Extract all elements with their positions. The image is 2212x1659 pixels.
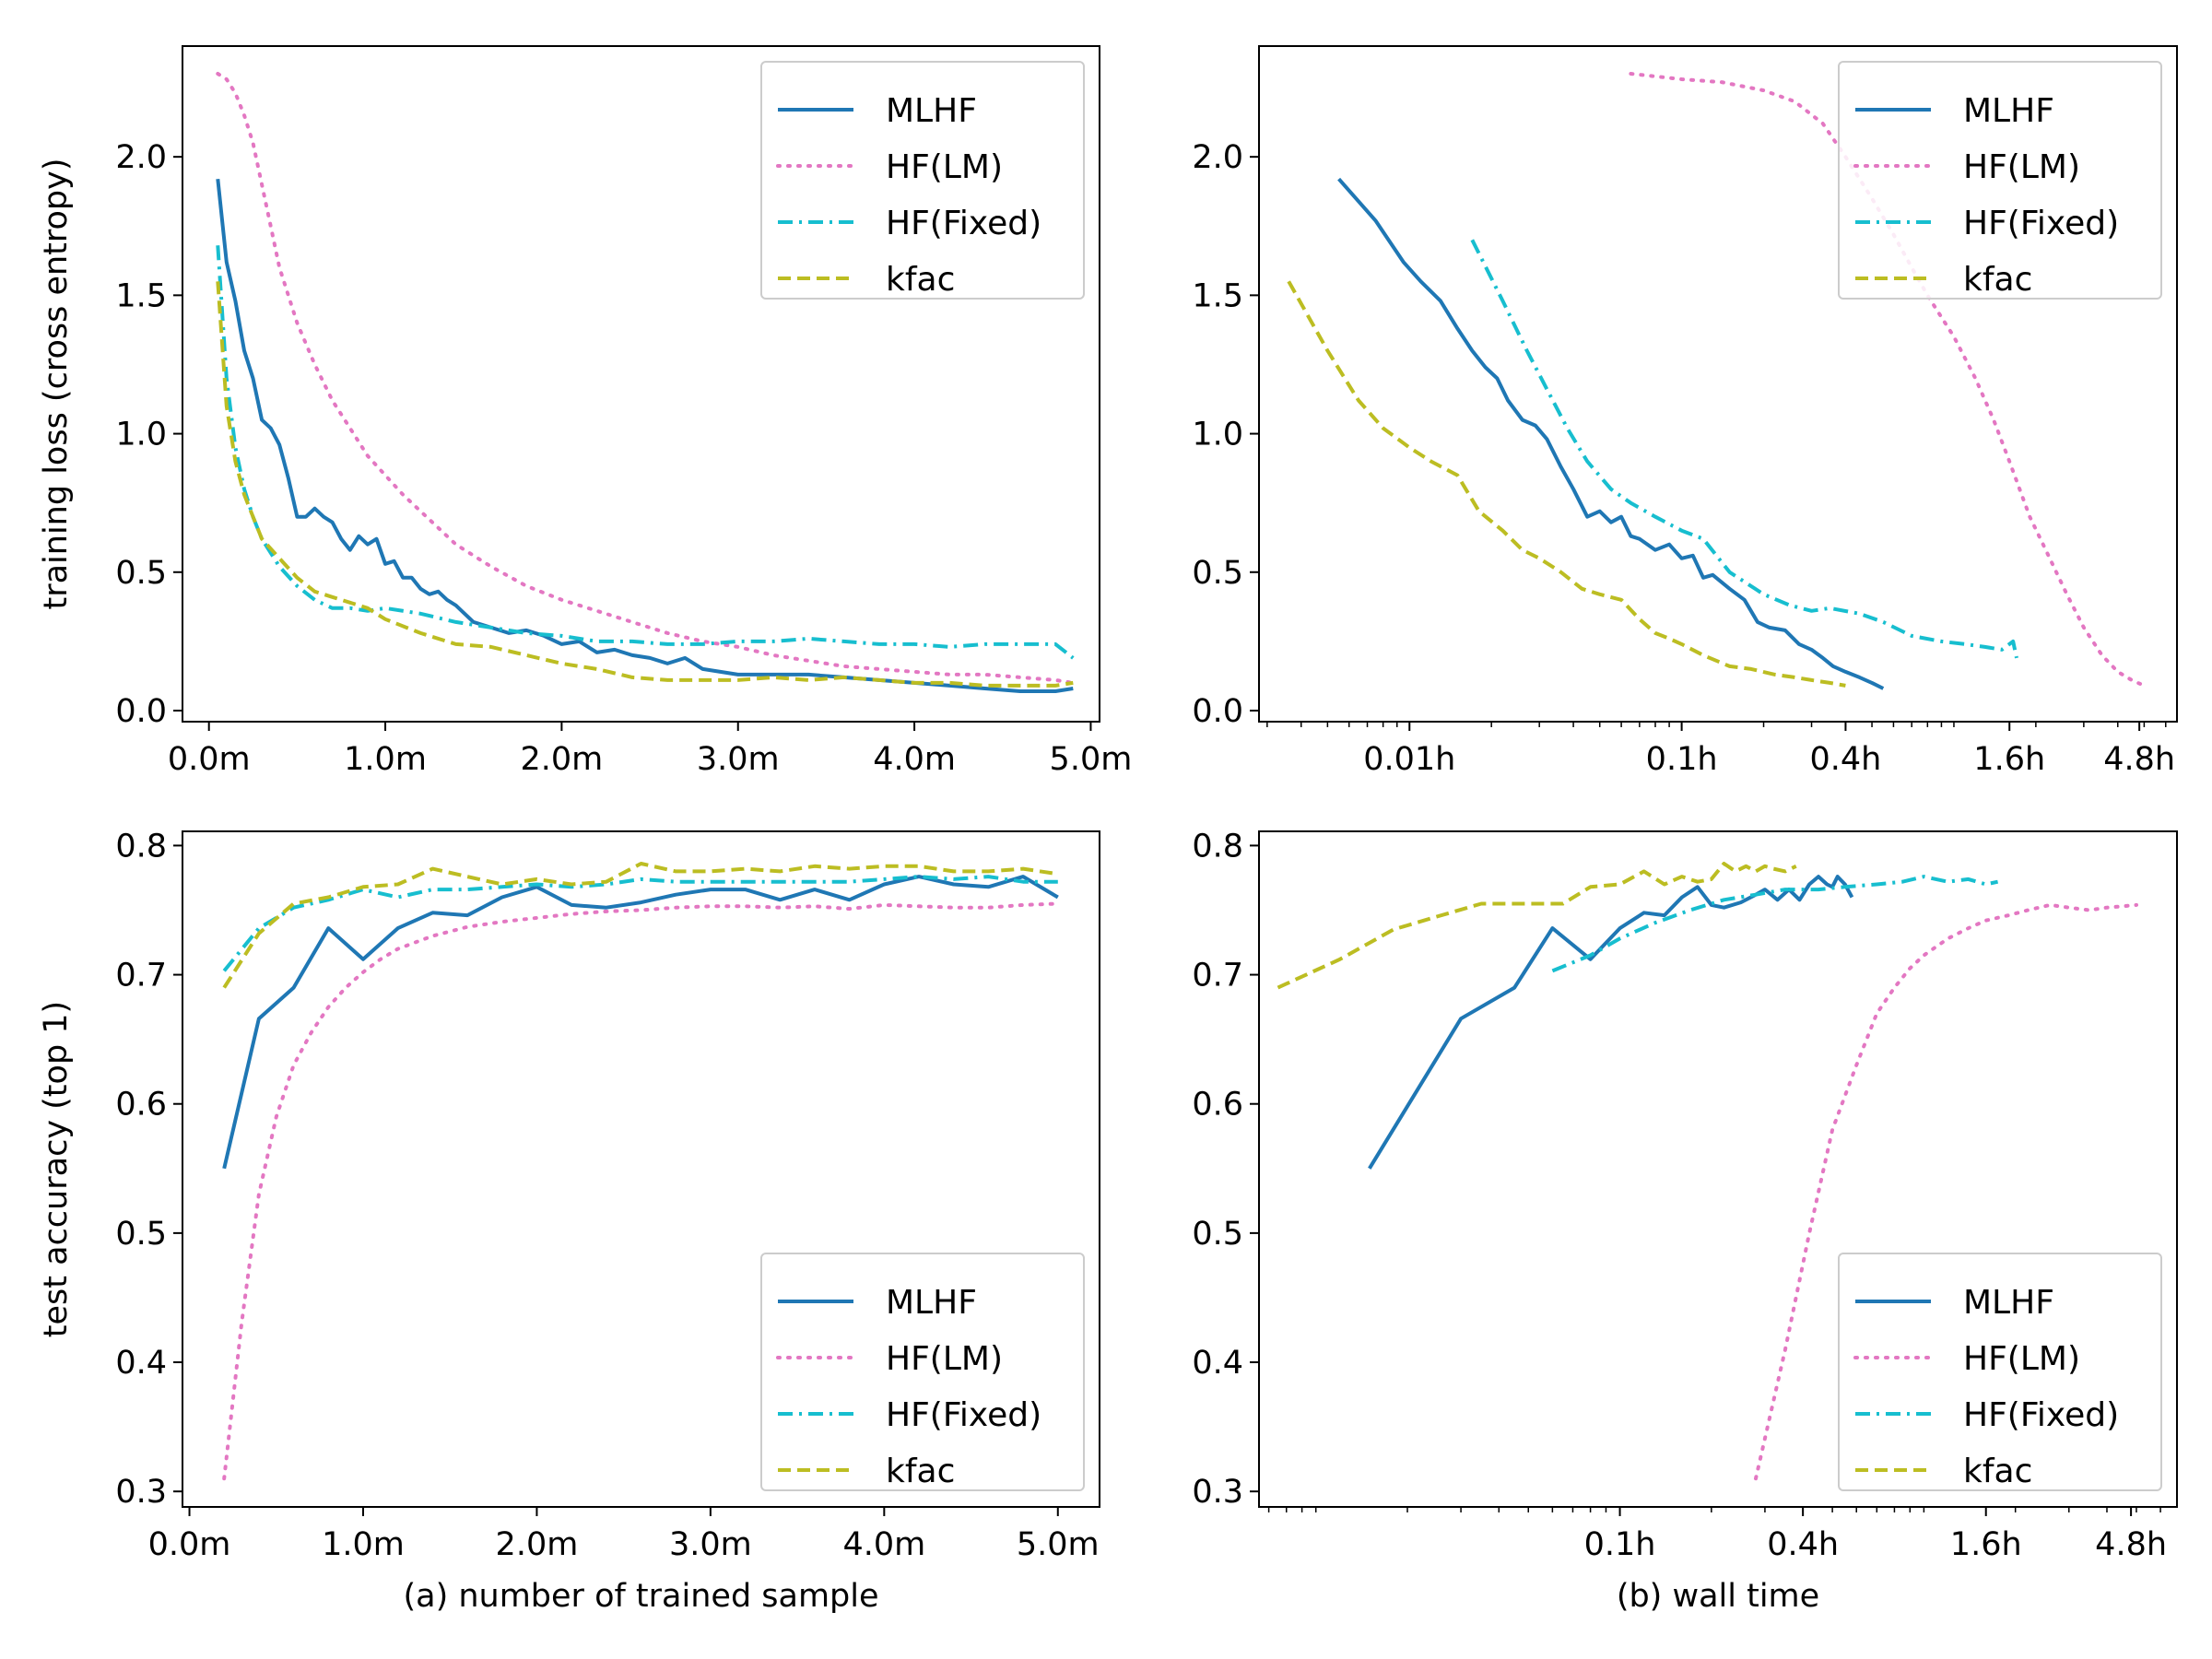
series-kfac-line (1287, 280, 1846, 688)
x-tick-label: 2.0m (521, 741, 604, 778)
plot-frame (182, 45, 1100, 723)
chart-top-left: 0.0 0.5 1.0 1.5 2.0 0.0m 1.0m 2.0m 3.0m 4.0m 5.0m t… (38, 45, 1133, 778)
x-tick-label: 4.8h (2103, 741, 2175, 778)
legend-label: MLHF (1963, 92, 2054, 130)
chart-top-right: 0.0 0.5 1.0 1.5 2.0 0.01h 0.1h 0.4h 1.6h 4.8h MLHF… (1192, 45, 2178, 778)
legend-box (1838, 61, 2162, 300)
legend: MLHF HF(LM) HF(Fixed) kfac (760, 61, 1085, 300)
series-mlhf-line (1337, 177, 1885, 690)
y-tick-label: 0.5 (115, 555, 167, 592)
x-tick-label: 1.0m (344, 741, 427, 778)
legend-box (760, 1253, 1085, 1491)
legend-label: kfac (886, 261, 955, 299)
series-hf-fixed-line (216, 245, 1075, 660)
plot-frame (1258, 45, 2178, 723)
legend-label: HF(LM) (1963, 1340, 2080, 1378)
y-tick-label: 2.0 (115, 139, 167, 176)
x-axis-label: (b) wall time (1617, 1578, 1819, 1615)
x-tick-label: 0.4h (1809, 741, 1881, 778)
y-tick-label: 0.0 (1192, 693, 1243, 730)
series-kfac-line (222, 862, 1059, 989)
series-kfac-line (216, 281, 1074, 688)
y-tick-label: 0.0 (115, 693, 167, 730)
x-tick-label: 5.0m (1017, 1526, 1100, 1563)
series-mlhf-line (216, 178, 1074, 693)
series-hf-lm-line (1754, 902, 2138, 1481)
x-tick-label: 0.0m (148, 1526, 231, 1563)
legend-box (1838, 1253, 2162, 1491)
y-tick-label: 0.4 (1192, 1345, 1243, 1382)
x-tick-label: 4.8h (2095, 1526, 2167, 1563)
legend-label: HF(LM) (886, 1340, 1003, 1378)
legend-label: kfac (1963, 261, 2032, 299)
chart-bottom-right: 0.3 0.4 0.5 0.6 0.7 0.8 0.1h 0.4h 1.6h 4.8h (b) wa… (1192, 828, 2178, 1615)
series-mlhf-line (1368, 875, 1854, 1170)
legend-label: MLHF (1963, 1284, 2054, 1322)
y-tick-label: 1.0 (1192, 417, 1243, 453)
y-axis-label: training loss (cross entropy) (38, 158, 75, 609)
y-tick-label: 1.5 (1192, 277, 1243, 314)
series-hf-lm-line (1629, 72, 2147, 688)
chart-bottom-left: 0.3 0.4 0.5 0.6 0.7 0.8 0.0m 1.0m 2.0m 3.0m 4.0m 5.… (38, 828, 1100, 1615)
x-tick-label: 2.0m (496, 1526, 579, 1563)
y-tick-label: 0.8 (115, 828, 167, 865)
legend-label: HF(LM) (886, 148, 1003, 186)
x-tick-label: 4.0m (873, 741, 956, 778)
series-kfac-line (1277, 862, 1797, 990)
series-hf-lm-line (216, 72, 1076, 685)
x-tick-label: 5.0m (1050, 741, 1133, 778)
series-hf-fixed-line (1551, 875, 1999, 973)
y-tick-label: 1.0 (115, 417, 167, 453)
legend: MLHF HF(LM) HF(Fixed) kfac (1838, 1253, 2162, 1491)
x-axis-label: (a) number of trained sample (403, 1578, 878, 1615)
legend: MLHF HF(LM) HF(Fixed) kfac (760, 1253, 1085, 1491)
x-tick-label: 0.4h (1767, 1526, 1839, 1563)
legend-label: HF(Fixed) (1963, 205, 2119, 242)
legend-label: MLHF (886, 1284, 977, 1322)
x-tick-label: 1.6h (1950, 1526, 2022, 1563)
x-tick-label: 1.6h (1973, 741, 2045, 778)
legend: MLHF HF(LM) HF(Fixed) kfac (1838, 61, 2162, 300)
x-tick-label: 1.0m (322, 1526, 405, 1563)
x-tick-label: 3.0m (697, 741, 780, 778)
y-axis-label: test accuracy (top 1) (38, 1001, 75, 1337)
y-tick-label: 0.7 (115, 958, 167, 994)
y-tick-label: 0.8 (1192, 828, 1243, 865)
y-tick-label: 0.7 (1192, 958, 1243, 994)
plot-frame (182, 830, 1100, 1508)
y-tick-label: 0.4 (115, 1345, 167, 1382)
y-tick-label: 0.3 (115, 1474, 167, 1511)
x-tick-label: 0.1h (1584, 1526, 1656, 1563)
y-tick-label: 0.6 (1192, 1087, 1243, 1124)
y-tick-label: 2.0 (1192, 139, 1243, 176)
legend-label: HF(LM) (1963, 148, 2080, 186)
legend-label: kfac (886, 1453, 955, 1490)
y-tick-label: 0.5 (1192, 1216, 1243, 1253)
legend-label: kfac (1963, 1453, 2032, 1490)
y-tick-label: 1.5 (115, 277, 167, 314)
legend-label: HF(Fixed) (1963, 1396, 2119, 1434)
y-tick-label: 0.6 (115, 1087, 167, 1124)
series-hf-fixed-line (222, 875, 1058, 972)
legend-label: HF(Fixed) (886, 205, 1041, 242)
y-tick-label: 0.5 (1192, 555, 1243, 592)
x-tick-label: 0.1h (1646, 741, 1718, 778)
y-tick-label: 0.3 (1192, 1474, 1243, 1511)
x-tick-label: 3.0m (669, 1526, 752, 1563)
y-tick-label: 0.5 (115, 1216, 167, 1253)
legend-box (760, 61, 1085, 300)
legend-label: MLHF (886, 92, 977, 130)
x-tick-label: 0.0m (168, 741, 251, 778)
series-hf-lm-line (222, 901, 1060, 1481)
plot-frame (1258, 830, 2178, 1508)
x-tick-label: 0.01h (1363, 741, 1455, 778)
x-tick-label: 4.0m (842, 1526, 925, 1563)
series-mlhf-line (222, 875, 1059, 1170)
legend-label: HF(Fixed) (886, 1396, 1041, 1434)
